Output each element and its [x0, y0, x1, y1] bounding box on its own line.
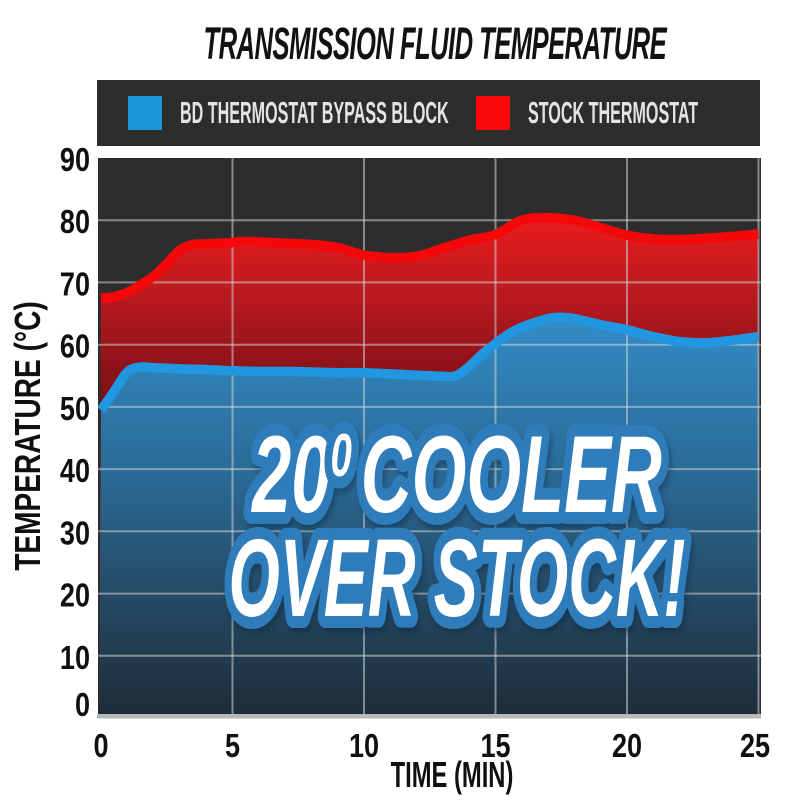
- legend-bar: BD THERMOSTAT BYPASS BLOCK STOCK THERMOS…: [97, 80, 760, 146]
- area-series-0: [99, 317, 760, 718]
- x-tick-0: 0: [93, 729, 108, 765]
- legend-item-bd-thermostat: BD THERMOSTAT BYPASS BLOCK: [128, 80, 697, 146]
- y-tick-90: 90: [60, 143, 90, 179]
- annotation-overlay: 200COOLER OVER STOCK!: [219, 402, 695, 649]
- annotation-line2: OVER STOCK!: [228, 518, 685, 640]
- legend-swatch-red: [476, 96, 510, 130]
- legend-item-stock-thermostat: STOCK THERMOSTAT: [476, 80, 800, 146]
- y-tick-0: 0: [75, 688, 90, 724]
- y-tick-20: 20: [60, 578, 90, 614]
- page-title-text: TRANSMISSION FLUID TEMPERATURE: [203, 18, 667, 69]
- line-series-0: [98, 312, 760, 413]
- y-axis-title: TEMPERATURE (°C): [8, 301, 48, 571]
- x-tick-15: 15: [480, 729, 510, 765]
- x-axis-line: [97, 714, 761, 719]
- legend-label: BD THERMOSTAT BYPASS BLOCK: [180, 95, 449, 130]
- y-tick-30: 30: [60, 516, 90, 552]
- y-axis-ticks: 0 10 20 30 40 50 60 70 80 90: [60, 143, 90, 724]
- legend-swatch-blue: [128, 96, 162, 130]
- x-tick-5: 5: [225, 729, 240, 765]
- annotation-line1: 200COOLER: [251, 412, 662, 536]
- legend-label: STOCK THERMOSTAT: [528, 95, 699, 130]
- line-series-1: [100, 212, 759, 303]
- x-axis-ticks: 0 5 10 15 20 25: [93, 729, 770, 765]
- x-tick-25: 25: [740, 729, 770, 765]
- y-tick-80: 80: [60, 205, 90, 241]
- x-axis-title: TIME (MIN): [391, 755, 514, 795]
- series-lines: [98, 212, 760, 413]
- y-tick-50: 50: [60, 391, 90, 427]
- y-tick-40: 40: [60, 454, 90, 490]
- y-tick-10: 10: [60, 640, 90, 676]
- page-title: TRANSMISSION FLUID TEMPERATURE: [29, 21, 800, 66]
- x-tick-10: 10: [349, 729, 379, 765]
- x-tick-20: 20: [612, 729, 642, 765]
- y-tick-60: 60: [60, 329, 90, 365]
- y-tick-70: 70: [60, 267, 90, 303]
